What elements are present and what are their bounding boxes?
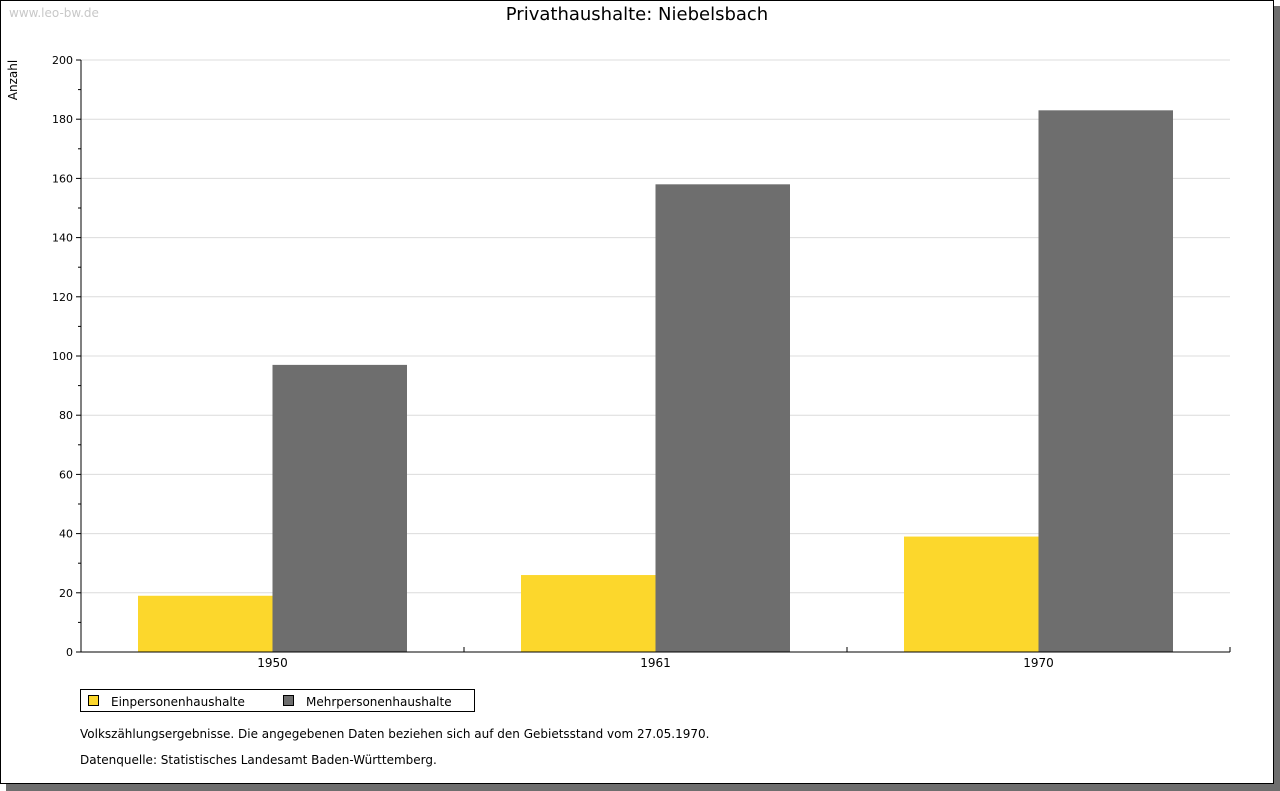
bar-einpersonenhaushalte-1970 — [904, 536, 1039, 652]
y-tick-label: 40 — [59, 528, 73, 541]
legend-label: Einpersonenhaushalte — [111, 695, 245, 709]
y-tick-label: 140 — [52, 232, 73, 245]
legend-swatch-einpersonenhaushalte — [88, 695, 99, 706]
bar-mehrpersonenhaushalte-1950 — [272, 364, 407, 652]
bar-mehrpersonenhaushalte-1961 — [655, 184, 790, 652]
bar-einpersonenhaushalte-1950 — [138, 595, 273, 652]
y-tick-label: 120 — [52, 291, 73, 304]
note-source: Datenquelle: Statistisches Landesamt Bad… — [80, 753, 437, 767]
watermark: www.leo-bw.de — [9, 6, 99, 20]
y-tick-label: 60 — [59, 468, 73, 481]
y-tick-label: 20 — [59, 587, 73, 600]
legend-label: Mehrpersonenhaushalte — [306, 695, 452, 709]
y-tick-label: 0 — [66, 646, 73, 659]
y-tick-label: 100 — [52, 350, 73, 363]
bar-einpersonenhaushalte-1961 — [521, 575, 656, 652]
x-tick-label: 1950 — [257, 656, 288, 670]
legend-box — [80, 689, 475, 712]
note-census: Volkszählungsergebnisse. Die angegebenen… — [80, 727, 709, 741]
x-tick-label: 1970 — [1023, 656, 1054, 670]
legend-swatch-mehrpersonenhaushalte — [283, 695, 294, 706]
bar-mehrpersonenhaushalte-1970 — [1038, 110, 1173, 652]
y-axis-label: Anzahl — [6, 60, 20, 100]
y-tick-label: 80 — [59, 409, 73, 422]
y-tick-label: 200 — [52, 54, 73, 67]
y-tick-label: 160 — [52, 172, 73, 185]
x-tick-label: 1961 — [640, 656, 671, 670]
y-tick-label: 180 — [52, 113, 73, 126]
chart-title: Privathaushalte: Niebelsbach — [506, 4, 768, 25]
